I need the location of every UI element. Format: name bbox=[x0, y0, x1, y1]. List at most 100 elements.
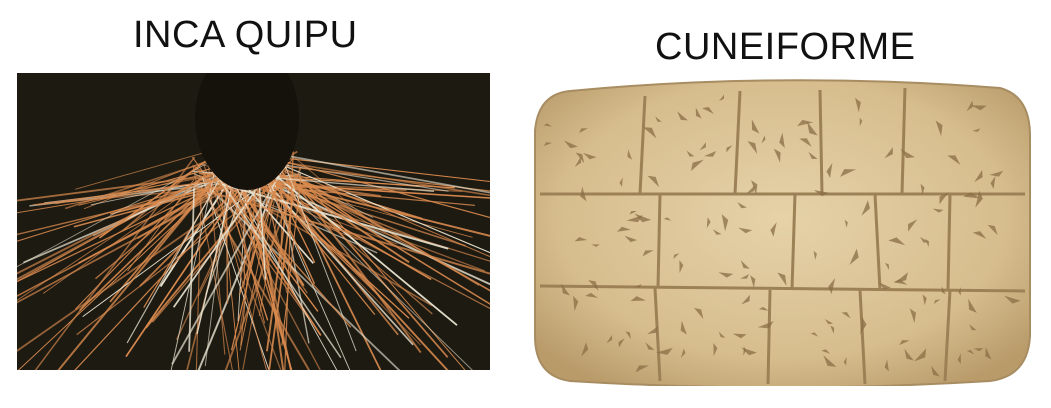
cuneiform-wedge bbox=[619, 177, 623, 187]
quipu-string bbox=[17, 174, 209, 202]
cuneiform-wedge bbox=[971, 105, 987, 111]
cuneiform-wedge bbox=[746, 185, 755, 194]
cuneiform-wedge bbox=[757, 321, 774, 329]
cuneiform-wedge bbox=[958, 287, 961, 296]
quipu-string bbox=[283, 154, 490, 194]
tablet-grid-line bbox=[900, 87, 907, 195]
cuneiform-wedge bbox=[574, 237, 588, 242]
quipu-string bbox=[218, 167, 490, 237]
cuneiform-wedge bbox=[990, 175, 996, 189]
cuneiform-tablet-photo bbox=[530, 76, 1035, 386]
cuneiform-wedge bbox=[679, 260, 684, 274]
cuneiform-wedge bbox=[849, 248, 859, 265]
cuneiform-wedge bbox=[914, 348, 927, 362]
cuneiform-wedge bbox=[624, 235, 638, 243]
quipu-string bbox=[296, 186, 410, 264]
cuneiform-wedge bbox=[797, 119, 814, 127]
cuneiform-wedge bbox=[718, 272, 734, 278]
quipu-string bbox=[261, 154, 490, 183]
tablet-grid-line bbox=[943, 289, 952, 382]
cuneiform-wedge bbox=[975, 190, 983, 208]
quipu-photo bbox=[17, 73, 490, 370]
cuneiform-wedge bbox=[884, 147, 893, 159]
cuneiform-wedge bbox=[909, 308, 917, 324]
quipu-string bbox=[205, 170, 251, 295]
cuneiform-wedge bbox=[633, 284, 642, 288]
quipu-string bbox=[75, 149, 213, 190]
cuneiform-wedge bbox=[899, 340, 910, 346]
cuneiform-wedge bbox=[900, 148, 915, 159]
cuneiform-wedge bbox=[974, 169, 983, 183]
cuneiform-wedge bbox=[826, 162, 833, 178]
cuneiform-title: CUNEIFORME bbox=[655, 26, 916, 68]
quipu-string bbox=[212, 173, 267, 370]
cuneiform-wedge bbox=[712, 229, 722, 235]
cuneiform-wedge bbox=[963, 192, 981, 199]
cuneiform-wedge bbox=[706, 217, 711, 229]
cuneiform-wedge bbox=[686, 150, 695, 157]
cuneiform-wedge bbox=[713, 342, 718, 357]
cuneiform-wedge bbox=[966, 100, 974, 112]
quipu-string bbox=[204, 159, 232, 367]
tablet-grid-line bbox=[638, 95, 647, 195]
cuneiform-wedge bbox=[702, 106, 714, 115]
quipu-string bbox=[126, 179, 220, 344]
cuneiform-wedge bbox=[844, 219, 848, 228]
cuneiform-wedge bbox=[1004, 295, 1021, 304]
quipu-string bbox=[284, 151, 294, 370]
quipu-string bbox=[98, 152, 218, 239]
cuneiform-wedge bbox=[824, 318, 834, 325]
quipu-string bbox=[201, 147, 321, 370]
cuneiform-wedge bbox=[895, 272, 908, 283]
cuneiform-wedge bbox=[543, 142, 553, 146]
cuneiform-wedge bbox=[933, 299, 941, 304]
cuneiform-wedge bbox=[680, 348, 686, 358]
cuneiform-wedge bbox=[647, 326, 659, 335]
quipu-illustration bbox=[17, 73, 490, 370]
cuneiform-wedge bbox=[877, 281, 891, 290]
cuneiform-wedge bbox=[925, 239, 929, 248]
quipu-string bbox=[227, 187, 352, 328]
cuneiform-wedge bbox=[904, 348, 914, 361]
tablet-grid-line bbox=[653, 287, 662, 382]
quipu-string bbox=[17, 172, 272, 352]
quipu-string bbox=[195, 183, 203, 370]
cuneiform-wedge bbox=[738, 227, 753, 234]
cuneiform-wedge bbox=[813, 190, 830, 197]
quipu-string bbox=[193, 165, 433, 307]
cuneiform-wedge bbox=[673, 253, 680, 259]
cuneiform-wedge bbox=[908, 219, 918, 232]
cuneiform-wedge bbox=[813, 250, 817, 260]
cuneiform-wedge bbox=[743, 346, 747, 356]
cuneiform-wedge bbox=[770, 222, 777, 237]
cuneiform-wedge bbox=[884, 359, 889, 372]
cuneiform-wedge bbox=[947, 155, 961, 165]
cuneiform-wedge bbox=[932, 208, 944, 213]
tablet-grid-lines bbox=[539, 87, 1026, 385]
cuneiform-wedge bbox=[888, 237, 906, 246]
cuneiform-wedge bbox=[969, 324, 977, 331]
cuneiform-wedge bbox=[606, 334, 613, 344]
quipu-string bbox=[245, 158, 414, 346]
cuneiform-wedge bbox=[922, 294, 927, 306]
quipu-string bbox=[17, 171, 262, 214]
cuneiform-wedge bbox=[582, 152, 597, 160]
cuneiform-wedge bbox=[840, 169, 857, 177]
quipu-string bbox=[188, 187, 195, 352]
cuneiform-wedge bbox=[721, 214, 729, 232]
cuneiform-wedge bbox=[972, 231, 987, 239]
cuneiform-wedge bbox=[634, 213, 652, 223]
quipu-string bbox=[136, 179, 238, 240]
cuneiform-wedge bbox=[588, 280, 599, 291]
cuneiform-wedge bbox=[893, 279, 908, 285]
cuneiform-wedge bbox=[777, 272, 787, 286]
cuneiform-wedge bbox=[635, 365, 650, 373]
quipu-string bbox=[17, 179, 200, 275]
quipu-string bbox=[238, 186, 278, 295]
cuneiform-wedge bbox=[987, 224, 998, 236]
tablet-grid-line bbox=[790, 193, 797, 291]
quipu-string bbox=[38, 175, 254, 205]
quipu-string bbox=[17, 186, 215, 236]
tablet-grid-line bbox=[858, 289, 867, 385]
quipu-string bbox=[258, 156, 289, 317]
